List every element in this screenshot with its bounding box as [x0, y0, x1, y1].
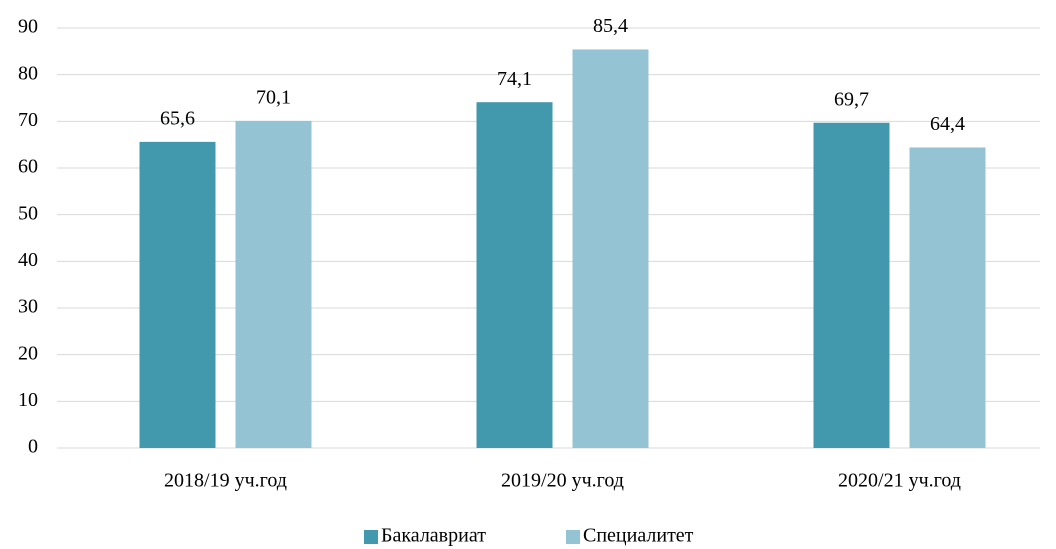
y-tick-label: 80 [18, 62, 38, 84]
y-tick-label: 90 [18, 16, 38, 38]
y-tick-label: 50 [18, 202, 38, 224]
value-label: 74,1 [497, 68, 532, 90]
bar [476, 102, 553, 448]
legend-swatch [566, 530, 580, 544]
y-tick-label: 40 [18, 249, 38, 271]
x-tick-label: 2019/20 уч.год [501, 470, 624, 492]
y-tick-label: 20 [18, 342, 38, 364]
legend-label: Специалитет [583, 525, 694, 547]
y-tick-label: 30 [18, 296, 38, 318]
y-tick-label: 60 [18, 156, 38, 178]
x-tick-label: 2018/19 уч.год [164, 470, 287, 492]
legend-label: Бакалавриат [381, 525, 486, 547]
value-label: 85,4 [593, 15, 628, 37]
y-tick-label: 10 [18, 389, 38, 411]
value-label: 70,1 [256, 86, 291, 108]
bar [909, 147, 986, 448]
bar [572, 49, 649, 448]
x-tick-label: 2020/21 уч.год [838, 470, 961, 492]
value-label: 65,6 [160, 107, 195, 129]
bar [139, 141, 216, 448]
legend-swatch [364, 530, 378, 544]
y-tick-label: 0 [28, 436, 38, 458]
value-label: 69,7 [834, 88, 869, 110]
y-tick-label: 70 [18, 109, 38, 131]
value-label: 64,4 [930, 113, 965, 135]
bar [235, 120, 312, 448]
bar [813, 122, 890, 448]
